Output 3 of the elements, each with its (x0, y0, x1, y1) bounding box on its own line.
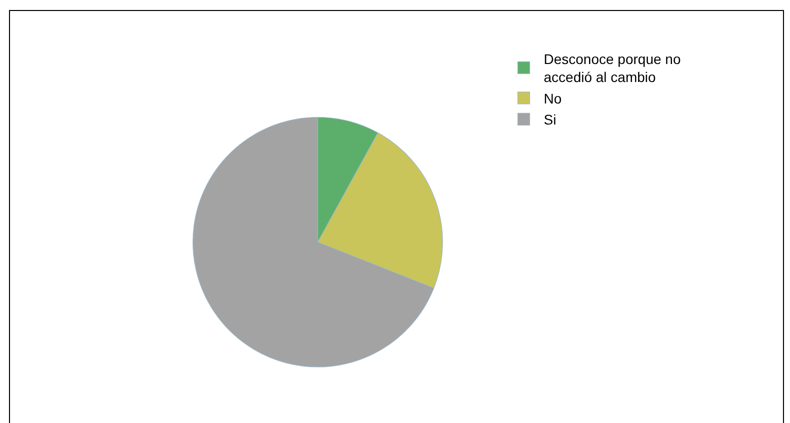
legend-label: Si (544, 112, 556, 128)
legend-label: No (544, 90, 562, 106)
legend-label: Desconoce porque no accedió al cambio (544, 51, 681, 86)
